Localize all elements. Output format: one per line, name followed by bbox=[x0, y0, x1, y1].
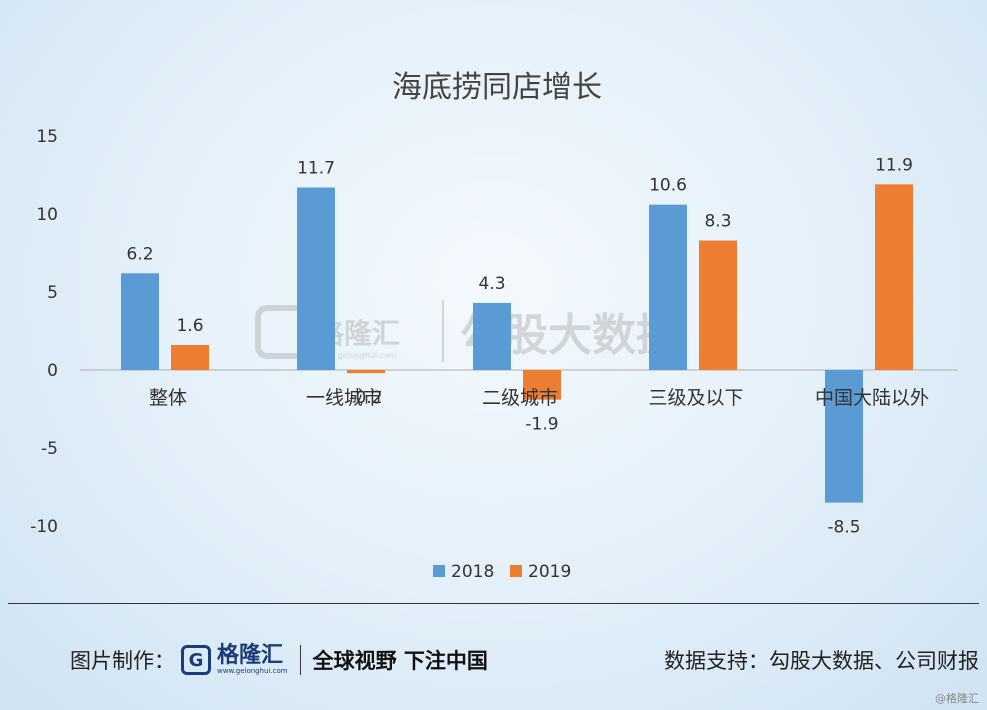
data-label: 11.7 bbox=[297, 158, 335, 178]
bar-2019 bbox=[699, 240, 737, 370]
bar-2018 bbox=[297, 187, 335, 370]
bar-2018 bbox=[121, 273, 159, 370]
y-tick-label: -5 bbox=[41, 439, 58, 459]
bar-2018 bbox=[825, 370, 863, 503]
data-label: 4.3 bbox=[478, 274, 505, 294]
slogan: 全球视野 下注中国 bbox=[312, 649, 488, 673]
category-label: 一线城市 bbox=[306, 387, 382, 409]
y-tick-label: 0 bbox=[47, 361, 58, 381]
y-axis: 15 10 5 0 -5 -10 bbox=[30, 127, 58, 537]
data-label: 1.6 bbox=[176, 316, 203, 336]
category-label: 二级城市 bbox=[482, 387, 558, 409]
y-tick-label: 10 bbox=[36, 205, 58, 225]
data-source: 数据支持：勾股大数据、公司财报 bbox=[664, 649, 979, 673]
logo-name: 格隆汇 bbox=[217, 642, 284, 668]
legend-label: 2018 bbox=[451, 562, 494, 582]
bar-2019 bbox=[875, 184, 913, 370]
data-label: 6.2 bbox=[126, 244, 153, 264]
footer-credit: 图片制作： G 格隆汇 www.gelonghui.com 全球视野 下注中国 bbox=[70, 640, 488, 680]
bar-2019 bbox=[523, 370, 561, 400]
logo-url: www.gelonghui.com bbox=[217, 666, 288, 675]
chart-title: 海底捞同店增长 bbox=[392, 70, 602, 105]
footer-divider bbox=[8, 603, 979, 604]
y-tick-label: 15 bbox=[36, 127, 58, 147]
bar-2019 bbox=[347, 370, 385, 374]
watermark-url: www.gelonghui.com bbox=[316, 351, 397, 360]
category-label: 三级及以下 bbox=[648, 387, 743, 409]
data-label: -1.9 bbox=[525, 415, 558, 435]
corner-watermark: @格隆汇 bbox=[935, 692, 979, 705]
bar-2018 bbox=[473, 302, 511, 370]
bar-2019 bbox=[171, 345, 209, 370]
y-tick-label: 5 bbox=[47, 283, 58, 303]
logo-g-icon: G bbox=[181, 645, 211, 675]
legend-label: 2019 bbox=[528, 562, 571, 582]
bar-2018 bbox=[649, 204, 687, 370]
credit-label: 图片制作： bbox=[70, 649, 175, 673]
legend-swatch bbox=[433, 565, 445, 577]
gelonghui-logo: G 格隆汇 www.gelonghui.com bbox=[181, 642, 288, 676]
y-tick-label: -10 bbox=[30, 517, 58, 537]
legend-swatch bbox=[510, 565, 522, 577]
data-label: -8.5 bbox=[827, 518, 860, 538]
category-label: 整体 bbox=[149, 387, 187, 409]
legend: 2018 2019 bbox=[433, 562, 571, 582]
data-label: 11.9 bbox=[875, 155, 913, 175]
category-label: 中国大陆以外 bbox=[815, 387, 929, 409]
data-label: 8.3 bbox=[704, 212, 731, 232]
watermark-divider bbox=[442, 300, 444, 362]
footer-separator bbox=[299, 645, 301, 675]
data-label: -0.2 bbox=[349, 388, 382, 408]
data-label: 10.6 bbox=[649, 176, 687, 196]
